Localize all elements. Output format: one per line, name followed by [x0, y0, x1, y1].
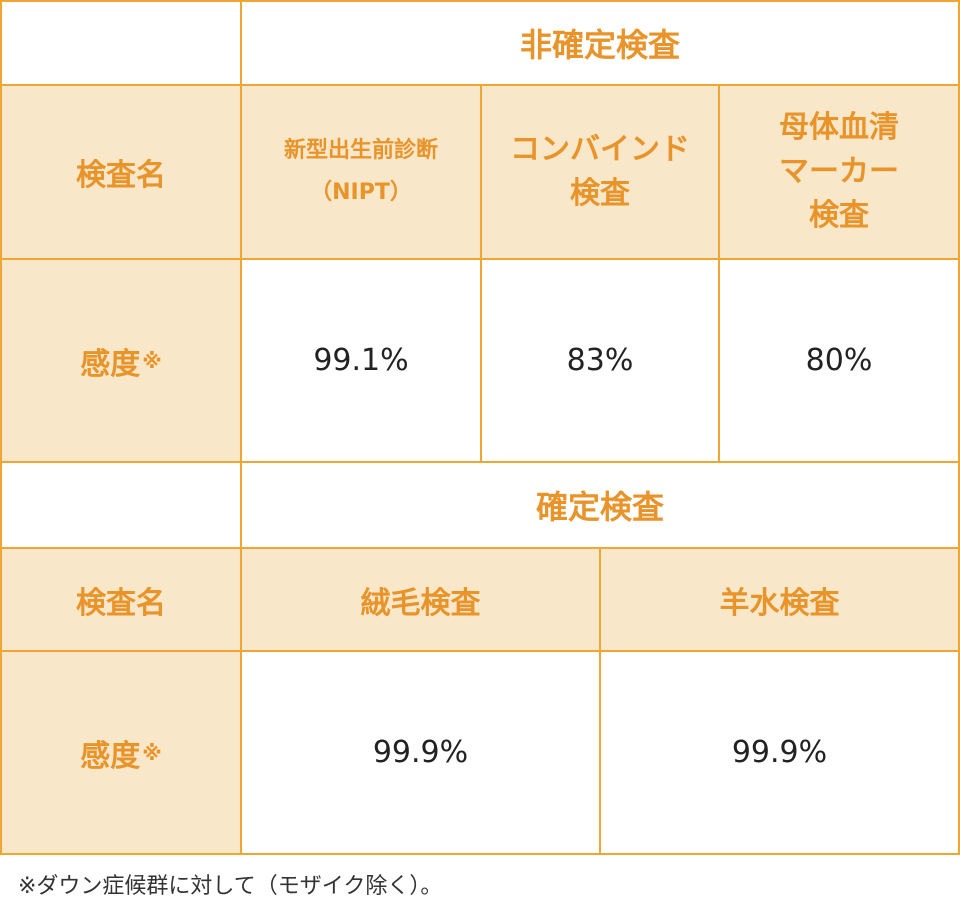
sensitivity-value-chorionic-villus: 99.9% [240, 650, 601, 855]
corner-cell [0, 461, 242, 549]
sensitivity-value-nipt: 99.1% [240, 258, 482, 463]
footnote-mark: ※ [142, 348, 162, 373]
test-name-amniocentesis: 羊水検査 [599, 547, 960, 652]
sensitivity-value-combined: 83% [480, 258, 720, 463]
section-title-non-definitive: 非確定検査 [240, 0, 960, 86]
test-name-combined: コンバインド 検査 [480, 84, 720, 260]
row-label-sensitivity: 感度 ※ [0, 650, 242, 855]
sensitivity-value-amniocentesis: 99.9% [599, 650, 960, 855]
test-name-maternal-serum: 母体血清 マーカー 検査 [718, 84, 960, 260]
sensitivity-value-maternal-serum: 80% [718, 258, 960, 463]
footnote-mark: ※ [142, 740, 162, 765]
section-title-definitive: 確定検査 [240, 461, 960, 549]
row-label-sensitivity: 感度 ※ [0, 258, 242, 463]
row-label-test-name: 検査名 [0, 84, 242, 260]
footnote: ※ダウン症候群に対して（モザイク除く）。 [18, 874, 443, 899]
row-label-test-name: 検査名 [0, 547, 242, 652]
test-name-chorionic-villus: 絨毛検査 [240, 547, 601, 652]
test-name-nipt: 新型出生前診断 （NIPT） [240, 84, 482, 260]
corner-cell [0, 0, 242, 86]
